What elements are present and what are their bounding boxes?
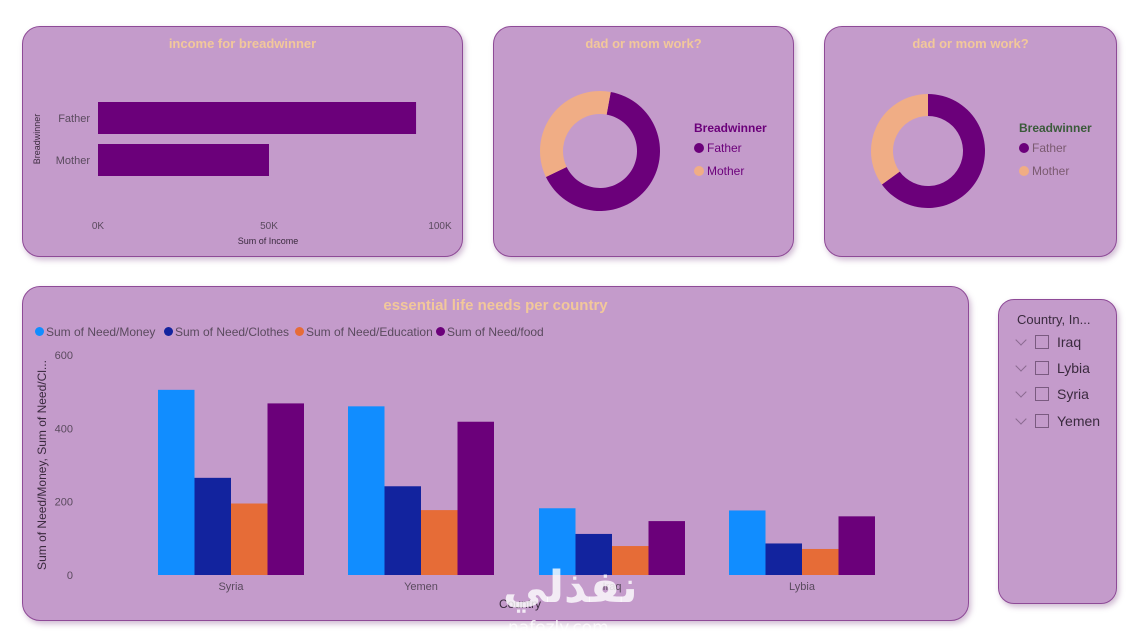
income-category-label: Father bbox=[58, 113, 90, 125]
legend-dot-father bbox=[1019, 143, 1029, 153]
needs-bar-yemen-2 bbox=[421, 510, 458, 575]
donut-left-title: dad or mom work? bbox=[585, 36, 702, 51]
needs-bar-lybia-1 bbox=[765, 543, 802, 575]
slicer-item-yemen[interactable]: Yemen bbox=[1015, 410, 1101, 432]
income-chart-title: income for breadwinner bbox=[168, 36, 317, 51]
needs-y-tick: 200 bbox=[55, 497, 73, 509]
donut-slice-mother bbox=[540, 91, 611, 178]
watermark-logo-latin: nafezly.com bbox=[508, 618, 609, 638]
needs-bar-syria-1 bbox=[194, 477, 231, 575]
slicer-label-yemen: Yemen bbox=[1057, 413, 1101, 429]
needs-category-label: Lybia bbox=[789, 581, 816, 593]
donut-slice-mother bbox=[871, 94, 928, 185]
donut-right-card: dad or mom work? Breadwinner Father Mother bbox=[824, 26, 1117, 257]
needs-y-axis-label: Sum of Need/Money, Sum of Need/Cl... bbox=[35, 360, 49, 570]
country-slicer: Country, In... Iraq Lybia Syria Yemen bbox=[998, 299, 1117, 604]
donut-legend-label: Father bbox=[707, 141, 742, 155]
needs-category-label: Syria bbox=[218, 581, 244, 593]
chevron-down-icon[interactable] bbox=[1015, 413, 1027, 425]
checkbox-yemen[interactable] bbox=[1035, 414, 1049, 428]
needs-bar-yemen-0 bbox=[348, 406, 385, 575]
donut-right-chart: Breadwinner Father Mother bbox=[871, 94, 1092, 209]
checkbox-lybia[interactable] bbox=[1035, 361, 1049, 375]
income-category-label: Mother bbox=[56, 155, 91, 167]
income-bar-father bbox=[98, 102, 417, 134]
donut-right-title: dad or mom work? bbox=[912, 36, 1029, 51]
needs-legend-label: Sum of Need/Clothes bbox=[175, 325, 289, 339]
needs-bar-lybia-0 bbox=[729, 510, 766, 575]
needs-bar-lybia-2 bbox=[802, 548, 839, 575]
slicer-label-iraq: Iraq bbox=[1057, 334, 1082, 350]
needs-legend-marker bbox=[436, 327, 445, 336]
chevron-down-icon[interactable] bbox=[1015, 386, 1027, 398]
chevron-down-icon[interactable] bbox=[1015, 334, 1027, 346]
checkbox-iraq[interactable] bbox=[1035, 335, 1049, 349]
donut-left-chart: Breadwinner Father Mother bbox=[540, 91, 767, 211]
income-x-tick: 100K bbox=[428, 221, 452, 232]
needs-bar-iraq-2 bbox=[612, 546, 649, 575]
donut-legend-label: Mother bbox=[1032, 164, 1069, 178]
legend-dot-mother bbox=[694, 166, 704, 176]
needs-y-tick: 0 bbox=[67, 570, 73, 582]
needs-category-label: Iraq bbox=[603, 581, 622, 593]
donut-slice-father bbox=[881, 94, 985, 209]
needs-x-axis-label: Country bbox=[499, 597, 541, 611]
income-x-tick: 0K bbox=[92, 221, 105, 232]
legend-dot-father bbox=[694, 143, 704, 153]
needs-chart-title: essential life needs per country bbox=[383, 297, 608, 314]
slicer-item-lybia[interactable]: Lybia bbox=[1015, 357, 1090, 379]
income-x-axis-label: Sum of Income bbox=[238, 236, 299, 246]
needs-bar-syria-3 bbox=[267, 403, 304, 575]
checkbox-syria[interactable] bbox=[1035, 387, 1049, 401]
needs-y-tick: 400 bbox=[55, 423, 73, 435]
needs-bar-syria-0 bbox=[158, 389, 195, 575]
needs-bar-lybia-3 bbox=[838, 516, 875, 575]
slicer-title: Country, In... bbox=[1017, 312, 1091, 327]
slicer-label-syria: Syria bbox=[1057, 386, 1089, 402]
needs-chart-card: essential life needs per country Sum of … bbox=[22, 286, 969, 621]
donut-legend-title: Breadwinner bbox=[694, 121, 767, 135]
income-y-axis-label: Breadwinner bbox=[32, 114, 42, 165]
chevron-down-icon[interactable] bbox=[1015, 360, 1027, 372]
needs-legend-label: Sum of Need/Education bbox=[306, 325, 433, 339]
income-bar-mother bbox=[98, 144, 269, 176]
needs-legend-label: Sum of Need/Money bbox=[46, 325, 155, 339]
needs-bar-yemen-1 bbox=[384, 486, 421, 575]
needs-bar-yemen-3 bbox=[457, 421, 494, 575]
needs-bar-iraq-0 bbox=[539, 508, 576, 575]
slicer-label-lybia: Lybia bbox=[1057, 360, 1090, 376]
needs-bar-chart: Sum of Need/Money Sum of Need/Clothes Sum … bbox=[35, 325, 875, 611]
donut-slice-father bbox=[545, 91, 660, 211]
needs-bar-iraq-3 bbox=[648, 521, 685, 575]
donut-left-card: dad or mom work? Breadwinner Father Mother bbox=[493, 26, 794, 257]
donut-legend-label: Mother bbox=[707, 164, 744, 178]
needs-category-label: Yemen bbox=[404, 581, 438, 593]
needs-y-tick: 600 bbox=[55, 350, 73, 362]
watermark-logo-arabic: نفذلي bbox=[503, 562, 638, 613]
slicer-item-syria[interactable]: Syria bbox=[1015, 383, 1089, 405]
needs-legend-marker bbox=[295, 327, 304, 336]
needs-bar-syria-2 bbox=[231, 503, 268, 575]
donut-legend-title: Breadwinner bbox=[1019, 121, 1092, 135]
needs-bar-iraq-1 bbox=[575, 533, 612, 575]
income-bar-chart: Father Mother 0K 50K 100K Sum of Income Breadw… bbox=[32, 102, 452, 246]
slicer-item-iraq[interactable]: Iraq bbox=[1015, 331, 1082, 353]
income-x-tick: 50K bbox=[260, 221, 278, 232]
income-chart-card: income for breadwinner Father Mother 0K 50K… bbox=[22, 26, 463, 257]
donut-legend-label: Father bbox=[1032, 141, 1067, 155]
needs-legend-label: Sum of Need/food bbox=[447, 325, 544, 339]
legend-dot-mother bbox=[1019, 166, 1029, 176]
needs-legend-marker bbox=[35, 327, 44, 336]
needs-legend-marker bbox=[164, 327, 173, 336]
